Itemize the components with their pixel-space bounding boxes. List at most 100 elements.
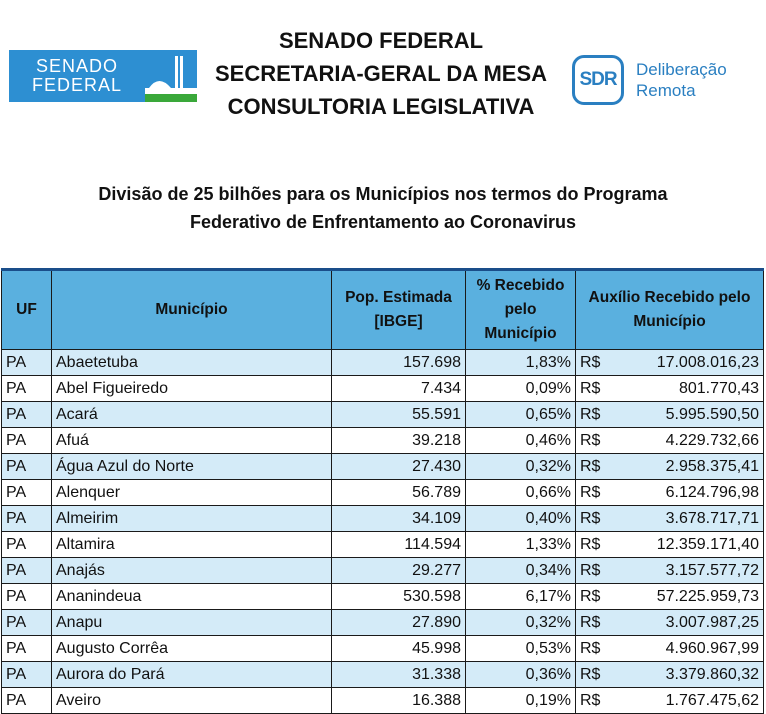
cell-auxilio: 4.960.967,99 <box>617 635 765 662</box>
cell-municipio: Água Azul do Norte <box>51 453 332 480</box>
cell-auxilio: 801.770,43 <box>617 375 765 402</box>
senado-logo-wordmark: SENADO FEDERAL <box>9 50 145 102</box>
institution-line-1: SENADO FEDERAL <box>278 28 484 53</box>
cell-auxilio: 3.157.577,72 <box>617 557 765 584</box>
cell-auxilio: 4.229.732,66 <box>617 427 765 454</box>
table-row: PA Alenquer 56.789 0,66% R$ 6.124.796,98 <box>1 479 765 506</box>
senado-logo-line2: FEDERAL <box>31 75 123 95</box>
cell-uf: PA <box>1 505 52 532</box>
cell-uf: PA <box>1 349 52 376</box>
cell-auxilio: 17.008.016,23 <box>617 349 765 376</box>
table-row: PA Água Azul do Norte 27.430 0,32% R$ 2.958.3… <box>1 453 765 480</box>
cell-pop: 16.388 <box>331 687 466 714</box>
cell-pct: 6,17% <box>465 583 576 610</box>
table-row: PA Aveiro 16.388 0,19% R$ 1.767.475,62 <box>1 687 765 714</box>
cell-pop: 56.789 <box>331 479 466 506</box>
table-row: PA Anajás 29.277 0,34% R$ 3.157.577,72 <box>1 557 765 584</box>
cell-currency: R$ <box>575 583 618 610</box>
table-body: PA Abaetetuba 157.698 1,83% R$ 17.008.016,23 P… <box>1 349 765 714</box>
cell-pct: 0,65% <box>465 401 576 428</box>
cell-municipio: Aurora do Pará <box>51 661 332 688</box>
cell-currency: R$ <box>575 427 618 454</box>
sdr-logo-line2: Remota <box>636 81 696 100</box>
cell-auxilio: 12.359.171,40 <box>617 531 765 558</box>
cell-currency: R$ <box>575 557 618 584</box>
cell-municipio: Abaetetuba <box>51 349 332 376</box>
col-header-auxilio: Auxílio Recebido pelo Município <box>574 268 765 350</box>
table-row: PA Aurora do Pará 31.338 0,36% R$ 3.379.860,3… <box>1 661 765 688</box>
institution-line-2: SECRETARIA-GERAL DA MESA <box>214 61 548 86</box>
cell-municipio: Anapu <box>51 609 332 636</box>
col-header-pct: % Recebido pelo Município <box>465 268 576 350</box>
table-row: PA Afuá 39.218 0,46% R$ 4.229.732,66 <box>1 427 765 454</box>
table-row: PA Augusto Corrêa 45.998 0,53% R$ 4.960.967,9… <box>1 635 765 662</box>
senado-logo-line1: SENADO <box>35 56 119 76</box>
cell-pct: 0,19% <box>465 687 576 714</box>
cell-uf: PA <box>1 635 52 662</box>
cell-currency: R$ <box>575 661 618 688</box>
cell-pct: 0,09% <box>465 375 576 402</box>
cell-uf: PA <box>1 583 52 610</box>
cell-auxilio: 3.678.717,71 <box>617 505 765 532</box>
sdr-logo: SDR Deliberação Remota <box>572 52 752 108</box>
cell-municipio: Abel Figueiredo <box>51 375 332 402</box>
cell-pop: 39.218 <box>331 427 466 454</box>
congress-building-icon <box>145 50 197 102</box>
cell-pct: 0,53% <box>465 635 576 662</box>
cell-auxilio: 3.379.860,32 <box>617 661 765 688</box>
cell-currency: R$ <box>575 375 618 402</box>
table-row: PA Anapu 27.890 0,32% R$ 3.007.987,25 <box>1 609 765 636</box>
cell-municipio: Almeirim <box>51 505 332 532</box>
sdr-logo-text: Deliberação Remota <box>636 59 727 101</box>
cell-pct: 0,40% <box>465 505 576 532</box>
cell-uf: PA <box>1 453 52 480</box>
cell-currency: R$ <box>575 505 618 532</box>
cell-currency: R$ <box>575 635 618 662</box>
cell-municipio: Ananindeua <box>51 583 332 610</box>
cell-municipio: Augusto Corrêa <box>51 635 332 662</box>
cell-pop: 27.890 <box>331 609 466 636</box>
cell-pop: 29.277 <box>331 557 466 584</box>
cell-municipio: Alenquer <box>51 479 332 506</box>
sdr-logo-line1: Deliberação <box>636 60 727 79</box>
sdr-logo-badge: SDR <box>572 55 624 105</box>
cell-municipio: Aveiro <box>51 687 332 714</box>
cell-pop: 55.591 <box>331 401 466 428</box>
cell-pop: 34.109 <box>331 505 466 532</box>
cell-municipio: Acará <box>51 401 332 428</box>
cell-pct: 0,66% <box>465 479 576 506</box>
cell-auxilio: 57.225.959,73 <box>617 583 765 610</box>
cell-pct: 0,46% <box>465 427 576 454</box>
cell-uf: PA <box>1 609 52 636</box>
cell-auxilio: 1.767.475,62 <box>617 687 765 714</box>
cell-pop: 7.434 <box>331 375 466 402</box>
document-title-line1: Divisão de 25 bilhões para os Municípios… <box>98 184 668 204</box>
col-header-uf: UF <box>1 268 52 350</box>
cell-uf: PA <box>1 557 52 584</box>
cell-uf: PA <box>1 531 52 558</box>
cell-pct: 0,32% <box>465 453 576 480</box>
cell-currency: R$ <box>575 453 618 480</box>
cell-currency: R$ <box>575 479 618 506</box>
cell-auxilio: 5.995.590,50 <box>617 401 765 428</box>
cell-pop: 31.338 <box>331 661 466 688</box>
cell-pct: 0,34% <box>465 557 576 584</box>
cell-municipio: Altamira <box>51 531 332 558</box>
cell-uf: PA <box>1 401 52 428</box>
cell-uf: PA <box>1 479 52 506</box>
col-header-pop: Pop. Estimada [IBGE] <box>331 268 466 350</box>
cell-pct: 1,83% <box>465 349 576 376</box>
table-row: PA Acará 55.591 0,65% R$ 5.995.590,50 <box>1 401 765 428</box>
cell-currency: R$ <box>575 531 618 558</box>
cell-pct: 0,36% <box>465 661 576 688</box>
table-row: PA Altamira 114.594 1,33% R$ 12.359.171,40 <box>1 531 765 558</box>
table-row: PA Abaetetuba 157.698 1,83% R$ 17.008.016,23 <box>1 349 765 376</box>
cell-pct: 0,32% <box>465 609 576 636</box>
cell-uf: PA <box>1 375 52 402</box>
document-title-line2: Federativo de Enfrentamento ao Coronavir… <box>189 212 577 232</box>
cell-auxilio: 3.007.987,25 <box>617 609 765 636</box>
table-row: PA Ananindeua 530.598 6,17% R$ 57.225.959,73 <box>1 583 765 610</box>
col-header-municipio: Município <box>51 268 332 350</box>
cell-pop: 45.998 <box>331 635 466 662</box>
cell-municipio: Anajás <box>51 557 332 584</box>
